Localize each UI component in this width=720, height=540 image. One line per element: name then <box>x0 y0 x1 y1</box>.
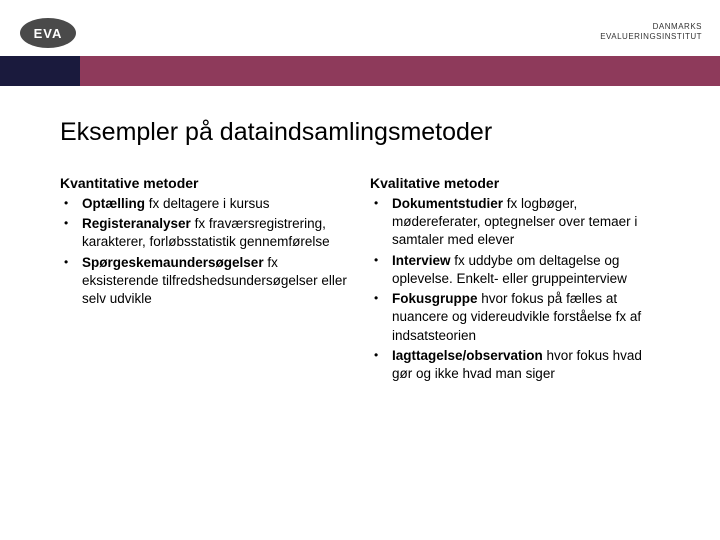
left-column: Kvantitative metoder Optælling fx deltag… <box>60 175 350 385</box>
list-item: Optælling fx deltagere i kursus <box>60 195 350 213</box>
list-item: Dokumentstudier fx logbøger, mødereferat… <box>370 195 660 250</box>
right-list: Dokumentstudier fx logbøger, mødereferat… <box>370 195 660 383</box>
header-stripe <box>0 56 720 86</box>
organization-name: DANMARKS EVALUERINGSINSTITUT <box>600 22 702 43</box>
stripe-dark <box>0 56 80 86</box>
right-column: Kvalitative metoder Dokumentstudier fx l… <box>370 175 660 385</box>
columns: Kvantitative metoder Optælling fx deltag… <box>60 175 660 385</box>
list-item: Spørgeskemaundersøgelser fx eksisterende… <box>60 254 350 309</box>
list-item: Fokusgruppe hvor fokus på fælles at nuan… <box>370 290 660 345</box>
list-item: Iagttagelse/observation hvor fokus hvad … <box>370 347 660 383</box>
slide-header: EVA DANMARKS EVALUERINGSINSTITUT <box>0 0 720 90</box>
eva-logo: EVA <box>20 18 76 48</box>
slide-title: Eksempler på dataindsamlingsmetoder <box>60 118 660 147</box>
logo-text: EVA <box>34 26 63 41</box>
left-list: Optælling fx deltagere i kursus Register… <box>60 195 350 308</box>
list-item: Interview fx uddybe om deltagelse og opl… <box>370 252 660 288</box>
org-line2: EVALUERINGSINSTITUT <box>600 32 702 42</box>
list-item: Registeranalyser fx fraværsregistrering,… <box>60 215 350 251</box>
slide-content: Eksempler på dataindsamlingsmetoder Kvan… <box>0 90 720 405</box>
right-heading: Kvalitative metoder <box>370 175 660 191</box>
left-heading: Kvantitative metoder <box>60 175 350 191</box>
stripe-maroon <box>80 56 720 86</box>
org-line1: DANMARKS <box>600 22 702 32</box>
